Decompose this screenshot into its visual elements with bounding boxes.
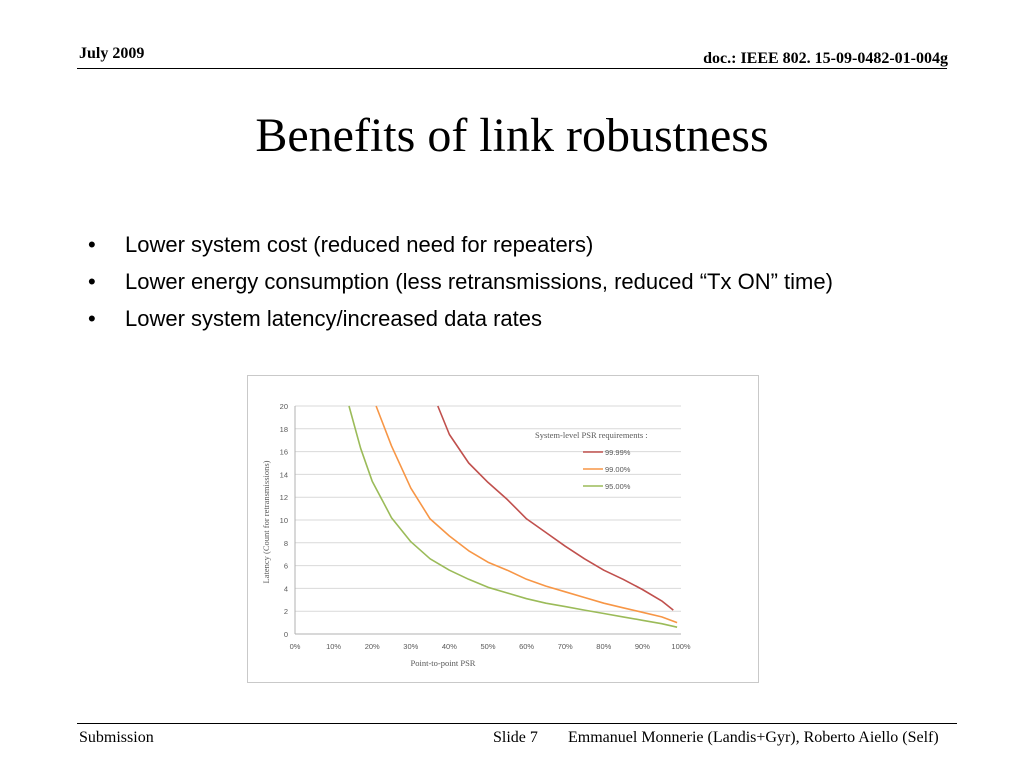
bullet-item: • Lower system latency/increased data ra… (88, 303, 918, 334)
bullet-marker: • (88, 306, 96, 331)
x-tick-label: 100% (671, 642, 691, 651)
series-line-9999 (437, 405, 674, 611)
bullet-list: • Lower system cost (reduced need for re… (88, 229, 918, 340)
bullet-text: Lower system latency/increased data rate… (125, 306, 542, 331)
series-line-9500 (348, 405, 678, 628)
x-tick-label: 30% (403, 642, 418, 651)
y-tick-label: 14 (280, 470, 288, 479)
legend-label: 99.00% (605, 465, 631, 474)
header-date: July 2009 (79, 45, 145, 62)
legend-label: 99.99% (605, 448, 631, 457)
x-tick-label: 70% (558, 642, 573, 651)
latency-chart: 0 2 4 6 8 10 12 14 16 18 20 0% 10% 20% 30% 40% 50% 60% 70%… (247, 375, 759, 683)
y-tick-label: 18 (280, 425, 288, 434)
x-tick-label: 0% (290, 642, 301, 651)
bullet-text: Lower energy consumption (less retransmi… (125, 269, 833, 294)
x-tick-label: 20% (365, 642, 380, 651)
bullet-item: • Lower system cost (reduced need for re… (88, 229, 918, 260)
y-tick-label: 2 (284, 607, 288, 616)
bullet-marker: • (88, 232, 96, 257)
footer-authors: Emmanuel Monnerie (Landis+Gyr), Roberto … (568, 729, 939, 746)
chart-canvas: 0 2 4 6 8 10 12 14 16 18 20 0% 10% 20% 30% 40% 50% 60% 70%… (261, 402, 691, 668)
header-document-id: doc.: IEEE 802. 15-09-0482-01-004g (703, 50, 948, 67)
bullet-marker: • (88, 269, 96, 294)
footer-slide-number: Slide 7 (493, 729, 538, 746)
slide-title: Benefits of link robustness (255, 109, 769, 162)
y-tick-label: 6 (284, 562, 288, 571)
y-tick-label: 10 (280, 516, 288, 525)
bullet-text: Lower system cost (reduced need for repe… (125, 232, 594, 257)
x-tick-label: 40% (442, 642, 457, 651)
header-divider (77, 68, 947, 69)
y-tick-label: 16 (280, 448, 288, 457)
legend-title: System-level PSR requirements : (535, 430, 648, 440)
footer-submission: Submission (79, 729, 154, 746)
legend-label: 95.00% (605, 482, 631, 491)
y-tick-label: 20 (280, 402, 288, 411)
bullet-item: • Lower energy consumption (less retrans… (88, 266, 918, 297)
series-line-9900 (375, 405, 678, 624)
y-tick-label: 12 (280, 493, 288, 502)
y-tick-label: 8 (284, 539, 288, 548)
footer-divider (77, 723, 957, 724)
x-tick-label: 10% (326, 642, 341, 651)
x-tick-label: 90% (635, 642, 650, 651)
x-tick-label: 60% (519, 642, 534, 651)
x-axis-title: Point-to-point PSR (411, 658, 476, 668)
y-tick-label: 0 (284, 630, 288, 639)
y-tick-label: 4 (284, 584, 288, 593)
x-tick-label: 80% (596, 642, 611, 651)
x-tick-label: 50% (480, 642, 495, 651)
y-axis-title: Latency (Count for retransmissions) (261, 460, 271, 583)
